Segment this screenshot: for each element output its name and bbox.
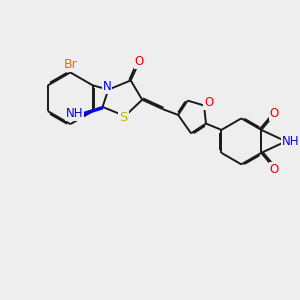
- Text: S: S: [119, 111, 128, 124]
- Text: NH: NH: [282, 135, 300, 148]
- Text: Br: Br: [64, 58, 77, 71]
- Text: O: O: [270, 163, 279, 176]
- Text: O: O: [270, 107, 279, 120]
- Text: O: O: [135, 55, 144, 68]
- Text: N: N: [103, 80, 111, 93]
- Text: NH: NH: [66, 107, 83, 120]
- Text: O: O: [204, 96, 214, 109]
